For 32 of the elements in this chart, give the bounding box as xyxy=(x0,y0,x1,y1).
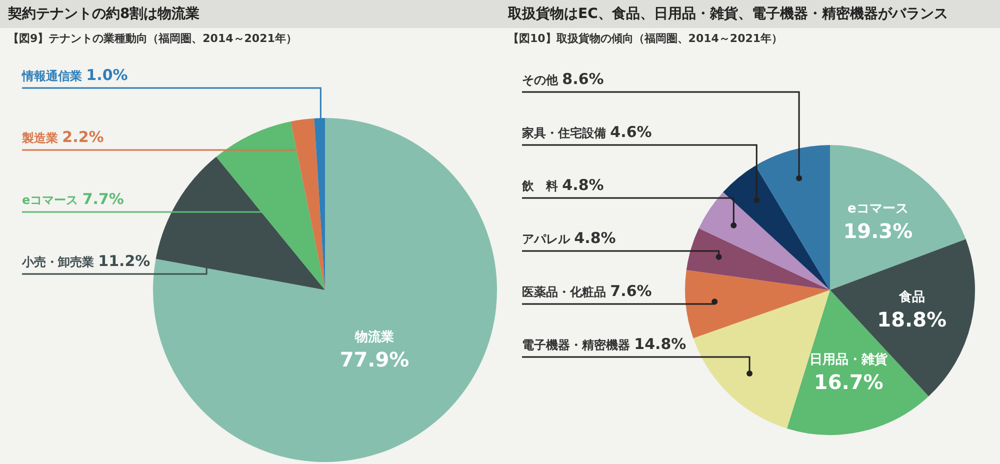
data-label: 4.6% xyxy=(610,123,652,141)
data-label: 11.2% xyxy=(98,252,150,270)
data-label: 14.8% xyxy=(634,335,686,353)
slice-label: その他 xyxy=(522,73,562,87)
slice-label: eコマース xyxy=(22,193,82,207)
slice-label: 飲 料 xyxy=(521,179,562,193)
chart-subtitle: 【図10】取扱貨物の傾向（福岡圏、2014～2021年） xyxy=(507,31,784,47)
slice-label: 小売・卸売業 xyxy=(21,255,98,269)
chart-title: 契約テナントの約8割は物流業 xyxy=(0,0,500,28)
slice-label: eコマース xyxy=(848,201,908,216)
data-label: 18.8% xyxy=(877,308,947,332)
chart-subtitle: 【図9】テナントの業種動向（福岡圏、2014～2021年） xyxy=(7,31,298,47)
slice-label: 製造業 xyxy=(21,131,62,145)
data-label: 16.7% xyxy=(814,370,884,394)
data-label: 1.0% xyxy=(86,66,128,84)
slice-label: 電子機器・精密機器 xyxy=(522,338,634,352)
slice-label: 医薬品・化粧品 xyxy=(522,285,610,299)
chart-title: 取扱貨物はEC、食品、日用品・雑貨、電子機器・精密機器がバランス xyxy=(500,0,1000,28)
slice-label: 物流業 xyxy=(354,328,394,345)
data-label: 77.9% xyxy=(340,348,410,372)
data-label: 4.8% xyxy=(574,229,616,247)
data-label: 7.6% xyxy=(610,282,652,300)
slice-label: 日用品・雑貨 xyxy=(810,351,889,368)
slice-label: 情報通信業 xyxy=(21,69,86,83)
data-label: 2.2% xyxy=(62,128,104,146)
data-label: 19.3% xyxy=(843,219,913,244)
data-label: 8.6% xyxy=(562,70,604,88)
slice-label: アパレル xyxy=(522,232,574,246)
slice-label: 家具・住宅設備 xyxy=(521,126,610,140)
data-label: 7.7% xyxy=(82,190,124,208)
data-label: 4.8% xyxy=(562,176,604,194)
slice-label: 食品 xyxy=(898,290,925,305)
